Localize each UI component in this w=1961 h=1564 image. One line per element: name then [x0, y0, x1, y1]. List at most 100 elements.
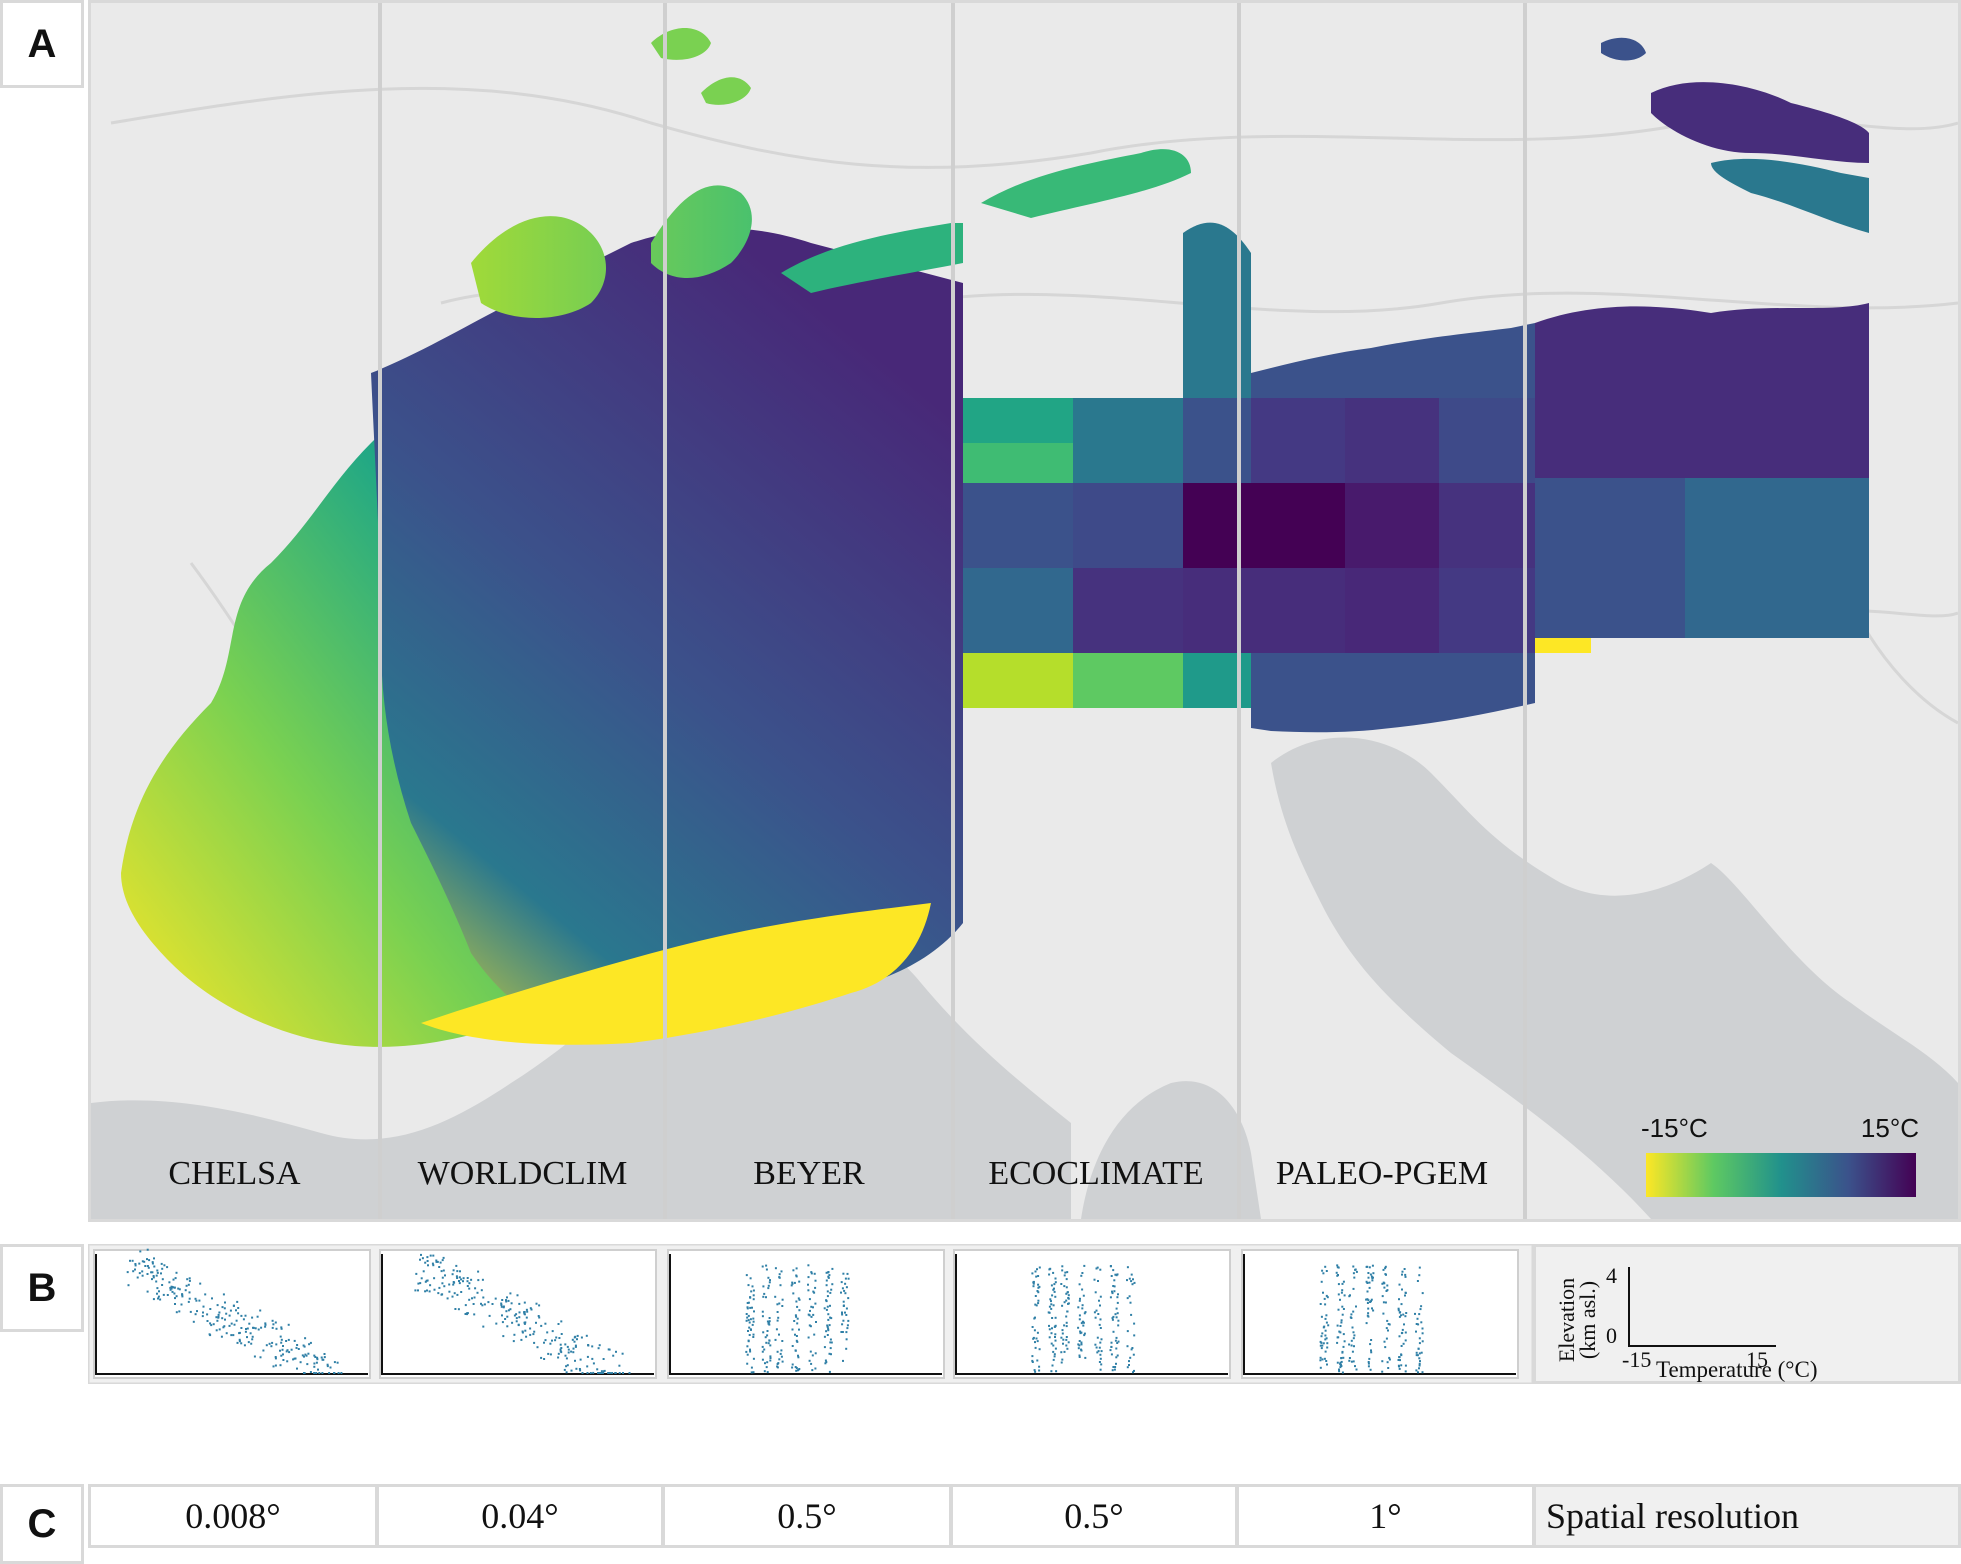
scatter-point	[148, 1259, 151, 1262]
scatter-point	[187, 1300, 190, 1303]
scatter-point	[151, 1271, 154, 1274]
scatter-point	[305, 1354, 308, 1357]
scatter-point	[1416, 1280, 1419, 1282]
scatter-point	[230, 1322, 233, 1325]
scatter-point	[474, 1287, 477, 1290]
scatter-point	[482, 1296, 485, 1299]
scatter-point	[246, 1327, 249, 1330]
scatter-point	[507, 1309, 510, 1312]
scatter-point	[442, 1256, 445, 1259]
scatter-point	[1403, 1268, 1406, 1270]
scatter-point	[752, 1336, 755, 1338]
scatter-point	[1036, 1359, 1039, 1362]
scatter-point	[1114, 1313, 1117, 1316]
scatter-point	[181, 1294, 184, 1296]
scatter-point	[1111, 1290, 1113, 1293]
scatter-point	[750, 1290, 753, 1293]
scatter-point	[218, 1311, 221, 1314]
legend: -15°C 15°C	[1631, 1113, 1931, 1203]
scatter-point	[466, 1313, 468, 1316]
scatter-point	[1319, 1303, 1322, 1305]
scatter-point	[749, 1318, 752, 1321]
scatter-point	[1099, 1268, 1102, 1271]
scatter-point	[1402, 1313, 1405, 1316]
scatter-point	[1054, 1281, 1057, 1284]
scatter-point	[1340, 1365, 1343, 1367]
scatter-point	[1397, 1309, 1400, 1312]
scatter-point	[1338, 1370, 1341, 1373]
scatter-point	[586, 1355, 589, 1358]
scatter-point	[156, 1287, 159, 1290]
scatter-point	[1326, 1342, 1329, 1345]
scatter-point	[293, 1339, 296, 1342]
scatter-point	[201, 1315, 204, 1318]
scatter-point	[1078, 1318, 1081, 1321]
scatter-point	[591, 1357, 594, 1360]
scatter-point	[828, 1352, 831, 1355]
scatter-point	[453, 1281, 456, 1284]
scatter-point	[1112, 1269, 1115, 1272]
scatter-point	[1113, 1279, 1116, 1282]
scatter-point	[796, 1305, 799, 1308]
scatter-point	[826, 1290, 829, 1293]
scatter-point	[184, 1289, 187, 1292]
scatter-point	[1320, 1280, 1323, 1283]
scatter-point	[1339, 1362, 1342, 1365]
scatter-point	[1130, 1313, 1133, 1316]
scatter-point	[1342, 1333, 1345, 1336]
scatter-point	[543, 1341, 545, 1344]
scatter-point	[591, 1345, 594, 1348]
scatter-point	[1048, 1305, 1051, 1308]
scatter-point	[558, 1337, 561, 1339]
scatter-point	[240, 1327, 243, 1329]
scatter-point	[1048, 1328, 1051, 1331]
scatter-point	[225, 1332, 228, 1335]
scatter-point	[1100, 1350, 1103, 1353]
scatter-point	[1065, 1325, 1068, 1328]
scatter-point	[829, 1347, 832, 1350]
scatter-point	[1416, 1317, 1419, 1320]
scatter-point	[576, 1338, 578, 1341]
scatter-point	[455, 1264, 458, 1267]
scatter-point	[1321, 1344, 1324, 1347]
scatter-point	[1325, 1321, 1328, 1324]
scatter-point	[515, 1317, 518, 1320]
scatter-point	[232, 1304, 235, 1307]
scatter-point	[235, 1309, 237, 1312]
scatter-point	[1386, 1284, 1389, 1287]
scatter-point	[1371, 1279, 1374, 1282]
scatter-point	[1054, 1339, 1057, 1342]
scatter-point	[823, 1307, 826, 1310]
scatter-point	[1383, 1340, 1386, 1343]
scatter-point	[507, 1299, 510, 1302]
scatter-point	[1031, 1359, 1034, 1362]
scatter-point	[1051, 1294, 1054, 1297]
scatter-point	[1382, 1301, 1385, 1304]
scatter-point	[223, 1307, 226, 1310]
scatter-point	[749, 1306, 752, 1309]
scatter-point	[1415, 1369, 1418, 1372]
scatter-point	[1038, 1266, 1041, 1269]
scatter-point	[581, 1372, 584, 1374]
scatter-point	[146, 1258, 148, 1261]
scatter-point	[1050, 1284, 1053, 1287]
scatter-point	[1368, 1266, 1371, 1269]
scatter-point	[1079, 1332, 1082, 1335]
scatter-point	[842, 1300, 845, 1303]
scatter-point	[535, 1302, 538, 1305]
scatter-point	[1060, 1351, 1063, 1354]
scatter-point	[1066, 1291, 1069, 1294]
scatter-point	[1062, 1342, 1064, 1345]
scatter-point	[1320, 1315, 1323, 1318]
scatter-point	[1116, 1354, 1119, 1357]
scatter-point	[566, 1364, 569, 1367]
scatter-point	[779, 1284, 782, 1287]
scatter-point	[480, 1289, 483, 1292]
scatter-point	[1096, 1336, 1099, 1339]
scatter-point	[1420, 1321, 1423, 1324]
scatter-point	[1338, 1330, 1341, 1333]
scatter-point	[826, 1305, 829, 1308]
scatter-point	[1038, 1369, 1041, 1372]
scatter-point	[1355, 1305, 1357, 1308]
scatter-point	[476, 1291, 479, 1294]
